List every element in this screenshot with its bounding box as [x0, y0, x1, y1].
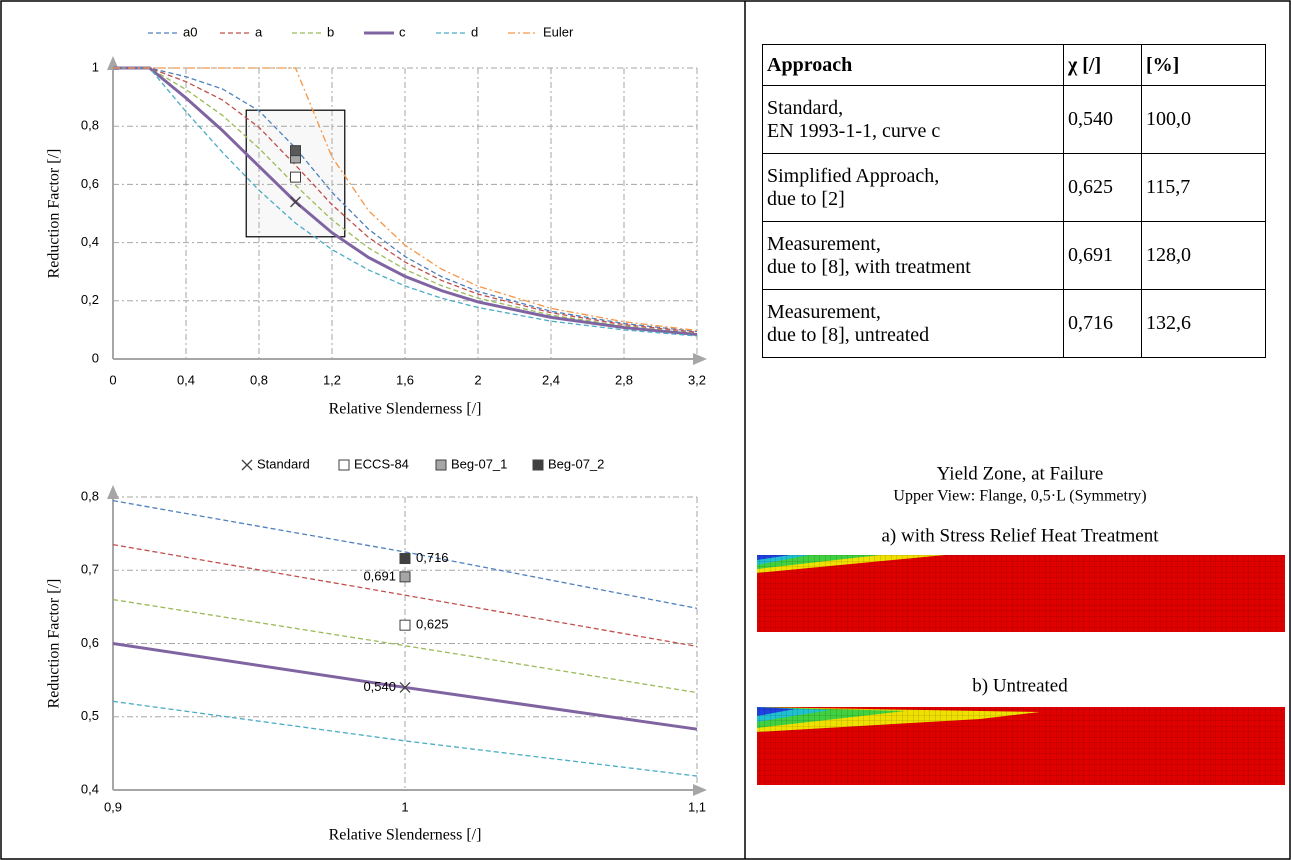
value-label: 0,716 [416, 550, 449, 565]
table-cell: 115,7 [1142, 154, 1266, 222]
y-tick-label: 0,7 [81, 562, 99, 577]
y-tick-label: 0,8 [81, 118, 99, 133]
legend-label: a0 [183, 24, 197, 39]
y-tick-label: 0,8 [81, 488, 99, 503]
caption-b: b) Untreated [972, 675, 1068, 696]
marker [291, 146, 301, 156]
table-cell: 132,6 [1142, 290, 1266, 358]
marker [400, 554, 410, 564]
legend-label: b [327, 24, 334, 39]
x-tick-label: 2,4 [542, 372, 560, 387]
x-tick-label: 1,1 [688, 799, 706, 814]
panel-title: Yield Zone, at Failure [937, 463, 1104, 484]
y-tick-label: 1 [92, 59, 99, 74]
y-tick-label: 0 [92, 350, 99, 365]
header-cell: [%] [1142, 45, 1266, 86]
value-label: 0,540 [363, 679, 396, 694]
table-cell: 128,0 [1142, 222, 1266, 290]
y-tick-label: 0,5 [81, 708, 99, 723]
y-tick-label: 0,2 [81, 292, 99, 307]
x-tick-label: 1 [401, 799, 408, 814]
legend-swatch [242, 460, 252, 470]
legend-label: Euler [543, 24, 574, 39]
table-cell: Simplified Approach, due to [2] [763, 154, 1064, 222]
x-tick-label: 0,8 [250, 372, 268, 387]
value-label: 0,691 [363, 568, 396, 583]
marker [400, 572, 410, 582]
x-tick-label: 1,2 [323, 372, 341, 387]
y-axis-title: Reduction Factor [/] [46, 149, 63, 279]
caption-a: a) with Stress Relief Heat Treatment [881, 525, 1159, 546]
legend-label: Beg-07_2 [548, 456, 604, 471]
y-axis-title: Reduction Factor [/] [46, 579, 63, 709]
marker [291, 172, 301, 182]
y-tick-label: 0,6 [81, 176, 99, 191]
header-cell: χ [/] [1064, 45, 1142, 86]
result-table: Approach χ [/] [%] Standard, EN 1993-1-1… [762, 44, 1266, 358]
y-tick-label: 0,4 [81, 781, 99, 796]
x-axis-arrow [693, 784, 707, 796]
legend-label: Beg-07_1 [451, 456, 507, 471]
table-cell: Measurement, due to [8], with treatment [763, 222, 1064, 290]
panel-subtitle: Upper View: Flange, 0,5·L (Symmetry) [893, 488, 1146, 505]
x-tick-label: 1,6 [396, 372, 414, 387]
x-tick-label: 3,2 [688, 372, 706, 387]
table-cell: 100,0 [1142, 86, 1266, 154]
legend-swatch [533, 460, 543, 470]
x-axis-title: Relative Slenderness [/] [329, 827, 482, 844]
table-cell: 0,540 [1064, 86, 1142, 154]
legend-label: ECCS-84 [354, 456, 409, 471]
x-tick-label: 2,8 [615, 372, 633, 387]
y-tick-label: 0,4 [81, 234, 99, 249]
x-axis-arrow [693, 353, 707, 365]
x-tick-label: 0 [109, 372, 116, 387]
table-header: Approach χ [/] [%] [763, 45, 1266, 86]
x-tick-label: 0,4 [177, 372, 195, 387]
legend-label: a [255, 24, 263, 39]
yield-image-a [757, 555, 1285, 632]
yield-image-b [757, 707, 1285, 785]
x-tick-label: 0,9 [104, 799, 122, 814]
table-cell: Measurement, due to [8], untreated [763, 290, 1064, 358]
y-axis-arrow [107, 485, 119, 499]
y-tick-label: 0,6 [81, 635, 99, 650]
table-cell: 0,691 [1064, 222, 1142, 290]
marker [400, 620, 410, 630]
value-label: 0,625 [416, 617, 449, 632]
legend-label: Standard [257, 456, 310, 471]
legend-swatch [339, 460, 349, 470]
page: Yield Zone, at Failure Upper View: Flang… [0, 0, 1291, 860]
legend-label: d [471, 24, 478, 39]
table-cell: 0,625 [1064, 154, 1142, 222]
table-cell: Standard, EN 1993-1-1, curve c [763, 86, 1064, 154]
x-tick-label: 2 [474, 372, 481, 387]
header-cell: Approach [763, 45, 1064, 86]
legend-swatch [436, 460, 446, 470]
table-cell: 0,716 [1064, 290, 1142, 358]
legend-label: c [399, 24, 406, 39]
x-axis-title: Relative Slenderness [/] [329, 401, 482, 418]
